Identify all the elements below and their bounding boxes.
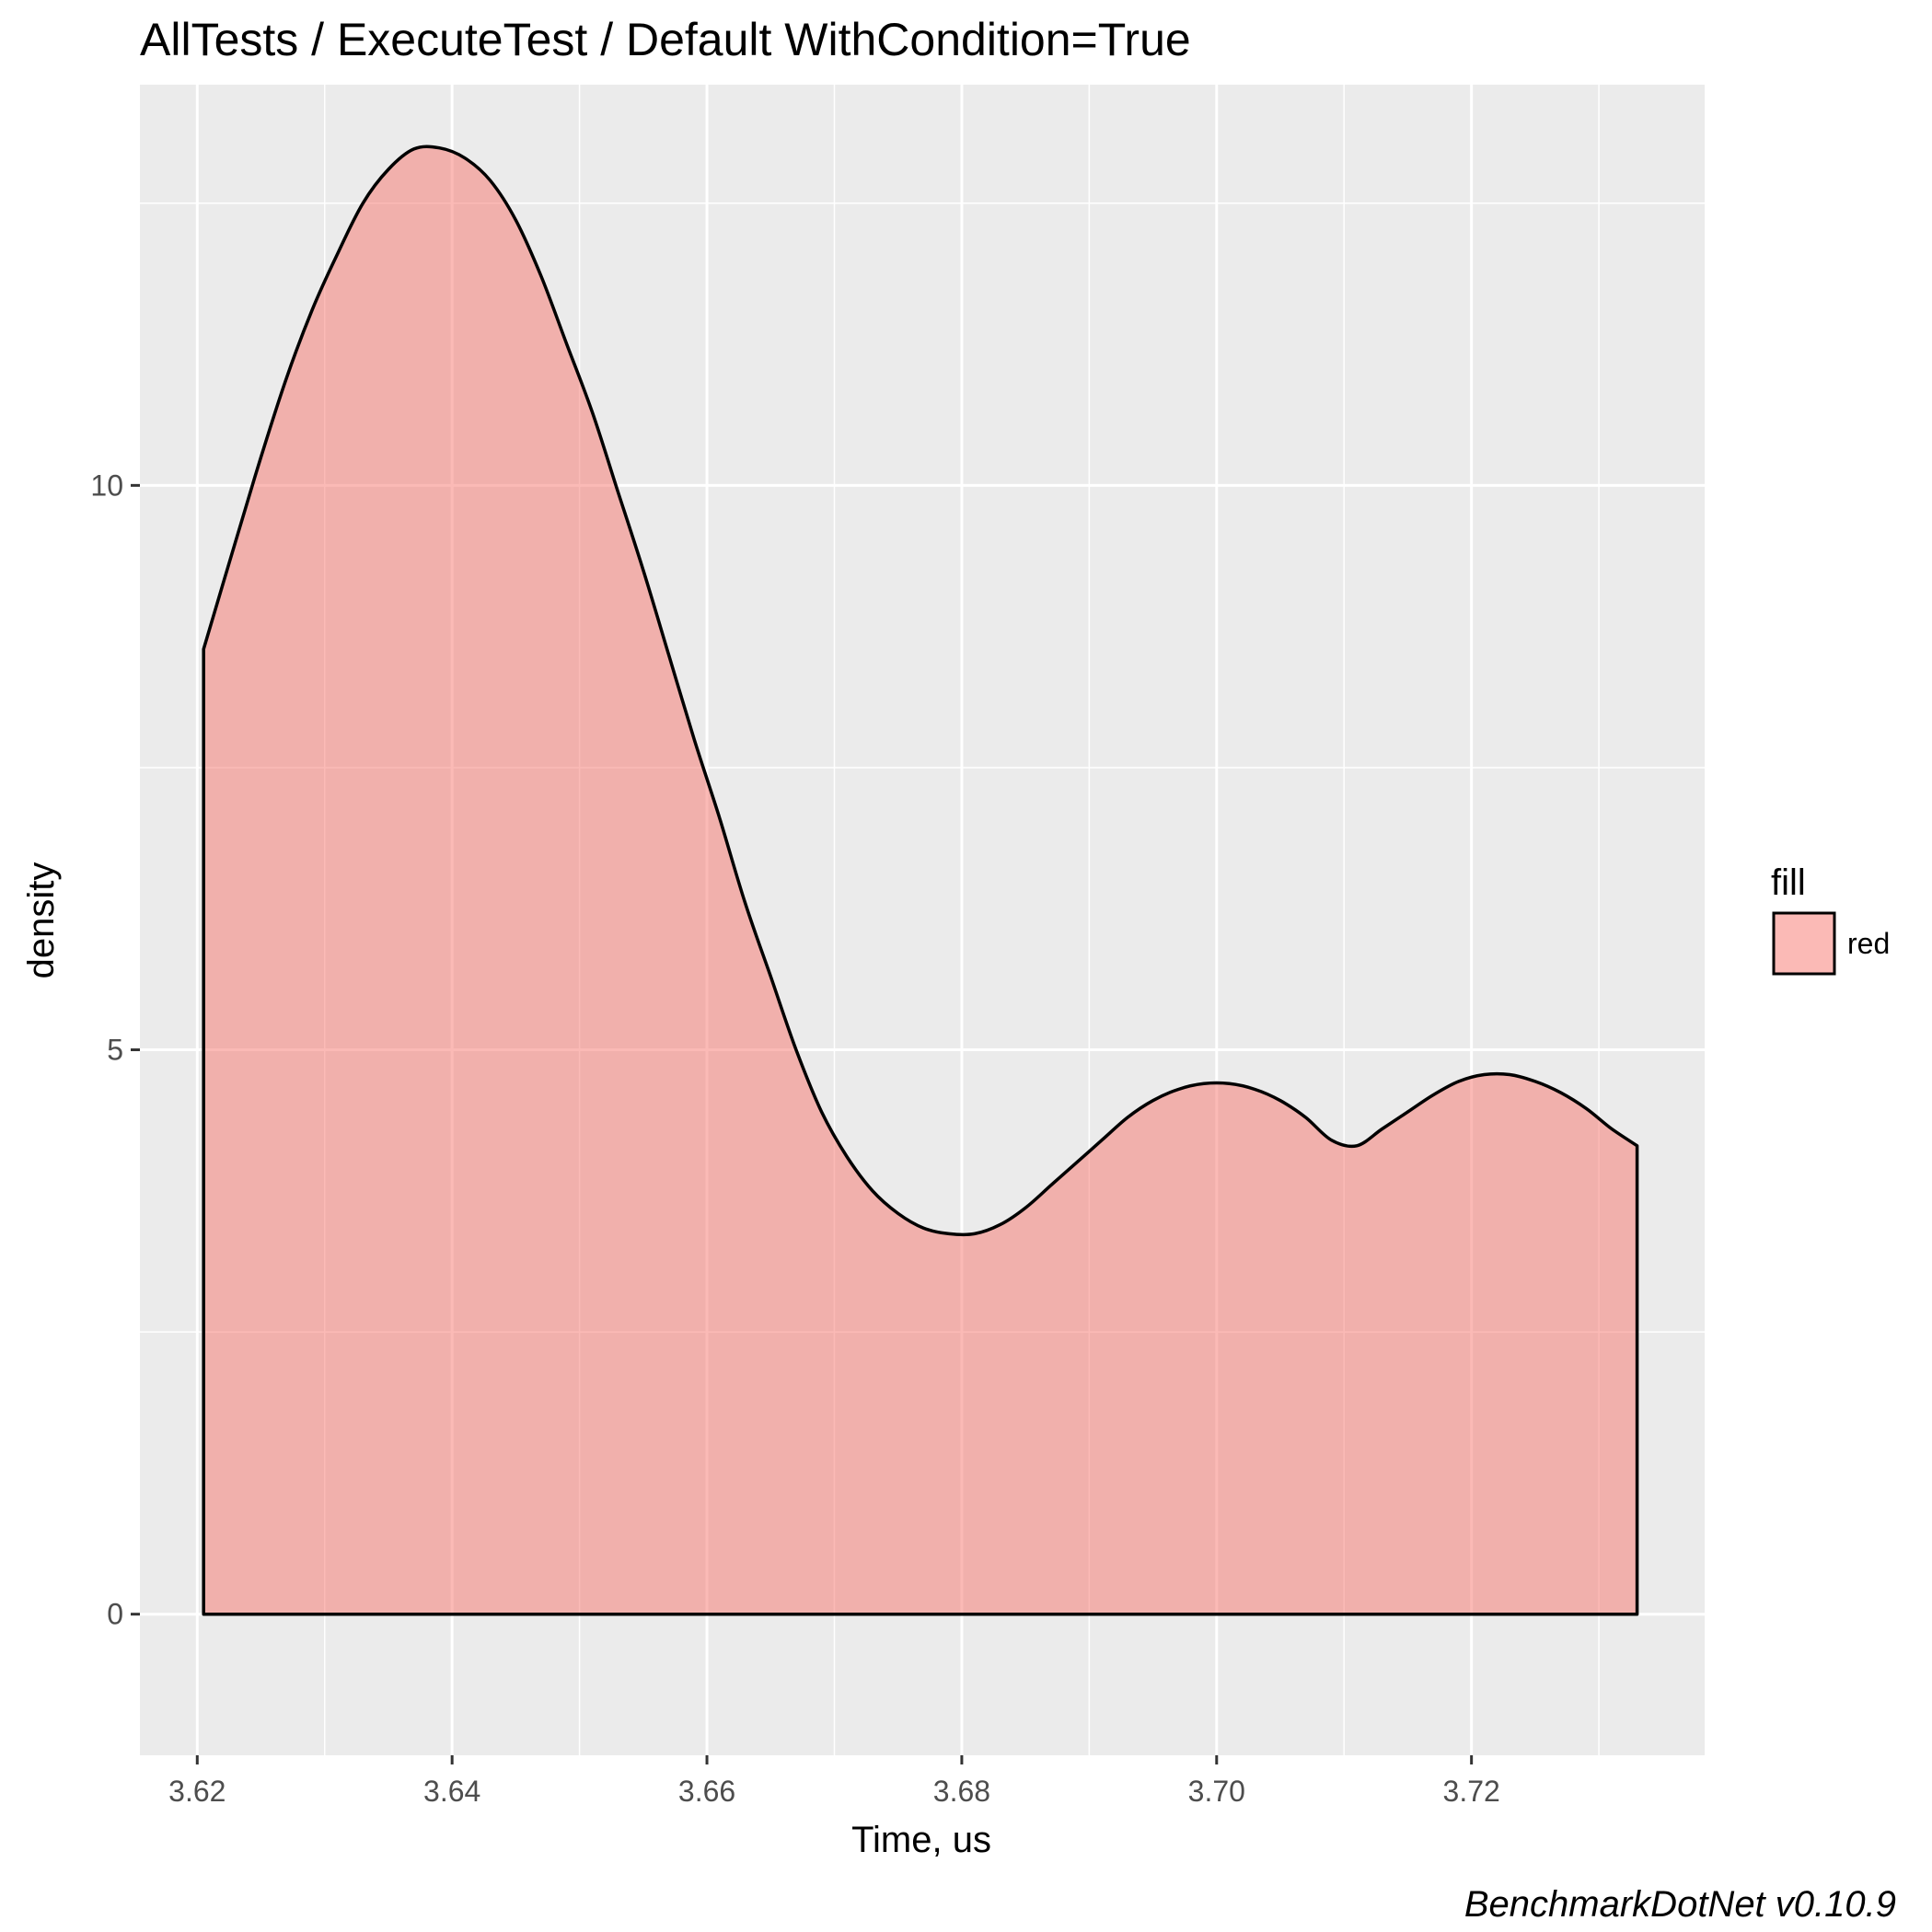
density-area: [203, 146, 1637, 1614]
x-tick-label: 3.70: [1188, 1775, 1245, 1808]
y-axis: 0 5 10: [90, 469, 140, 1631]
x-tick-label: 3.64: [423, 1775, 480, 1808]
x-tick-label: 3.72: [1443, 1775, 1500, 1808]
density-outline: [202, 145, 1639, 1616]
legend-title: fill: [1771, 862, 1806, 903]
x-tick-label: 3.66: [678, 1775, 735, 1808]
y-tick-label: 0: [107, 1598, 123, 1631]
chart-title: AllTests / ExecuteTest / Default WithCon…: [140, 14, 1191, 65]
legend-label-red: red: [1847, 927, 1890, 960]
legend-swatch-red: [1772, 911, 1836, 976]
y-tick-label: 5: [107, 1034, 123, 1067]
caption: BenchmarkDotNet v0.10.9: [1464, 1884, 1896, 1925]
x-tick-label: 3.68: [933, 1775, 990, 1808]
x-axis-title: Time, us: [851, 1820, 991, 1860]
x-axis: 3.62 3.64 3.66 3.68 3.70 3.72: [168, 1755, 1500, 1808]
x-tick-label: 3.62: [168, 1775, 226, 1808]
y-tick-label: 10: [90, 469, 123, 502]
legend: fill red: [1771, 862, 1890, 976]
y-axis-title: density: [21, 862, 62, 979]
